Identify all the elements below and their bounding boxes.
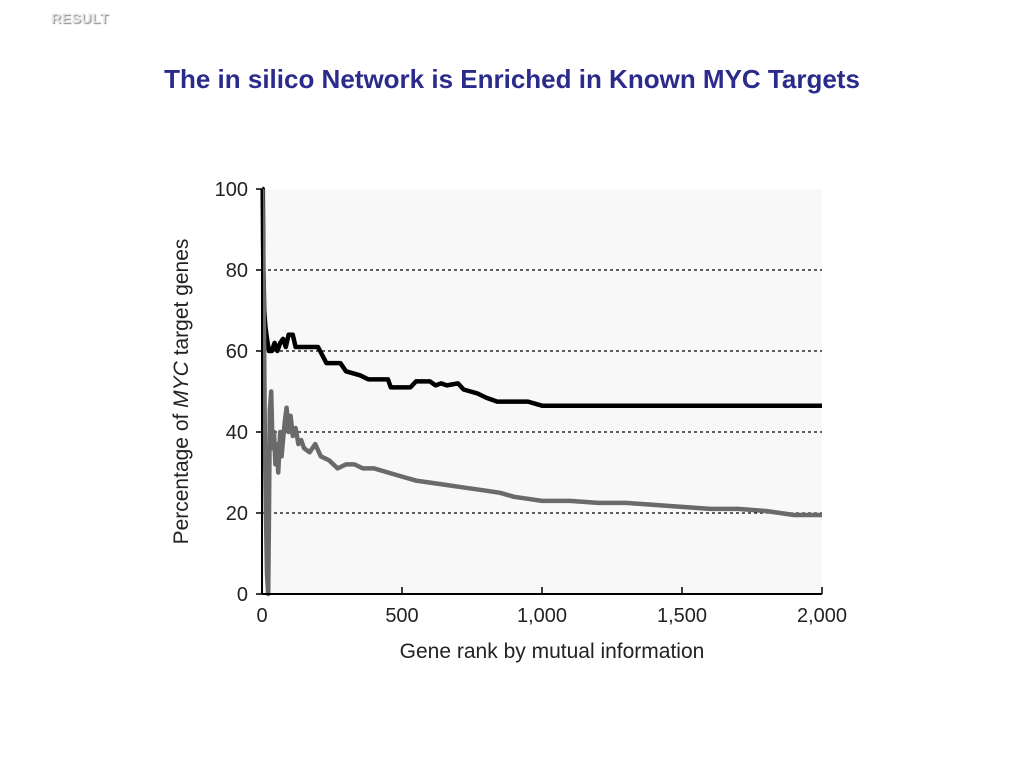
x-tick-label: 500 — [385, 605, 418, 627]
x-axis-label: Gene rank by mutual information — [400, 640, 705, 663]
y-tick-label: 80 — [226, 260, 248, 282]
x-tick-label: 1,500 — [657, 605, 707, 627]
x-tick-label: 1,000 — [517, 605, 567, 627]
y-axis-label: Percentage of MYC target genes — [170, 239, 193, 545]
x-tick-label: 0 — [256, 605, 267, 627]
y-axis-label-prefix: Percentage of — [170, 408, 193, 545]
y-tick-label: 0 — [237, 584, 248, 606]
series-group — [260, 186, 822, 597]
y-tick-label: 20 — [226, 503, 248, 525]
y-axis-label-suffix: target genes — [170, 239, 193, 362]
tick-labels: 0 500 1,000 1,500 2,000 0 20 40 60 80 100 — [215, 179, 847, 627]
plot-background — [262, 189, 822, 594]
slide-title: The in silico Network is Enriched in Kno… — [164, 64, 860, 94]
section-label: RESULT — [51, 10, 109, 26]
y-tick-label: 60 — [226, 341, 248, 363]
series-line-1 — [260, 186, 822, 408]
x-tick-label: 2,000 — [797, 605, 847, 627]
series-line-2 — [260, 188, 822, 597]
y-axis-label-italic: MYC — [170, 360, 193, 408]
y-tick-label: 100 — [215, 179, 248, 201]
y-tick-label: 40 — [226, 422, 248, 444]
